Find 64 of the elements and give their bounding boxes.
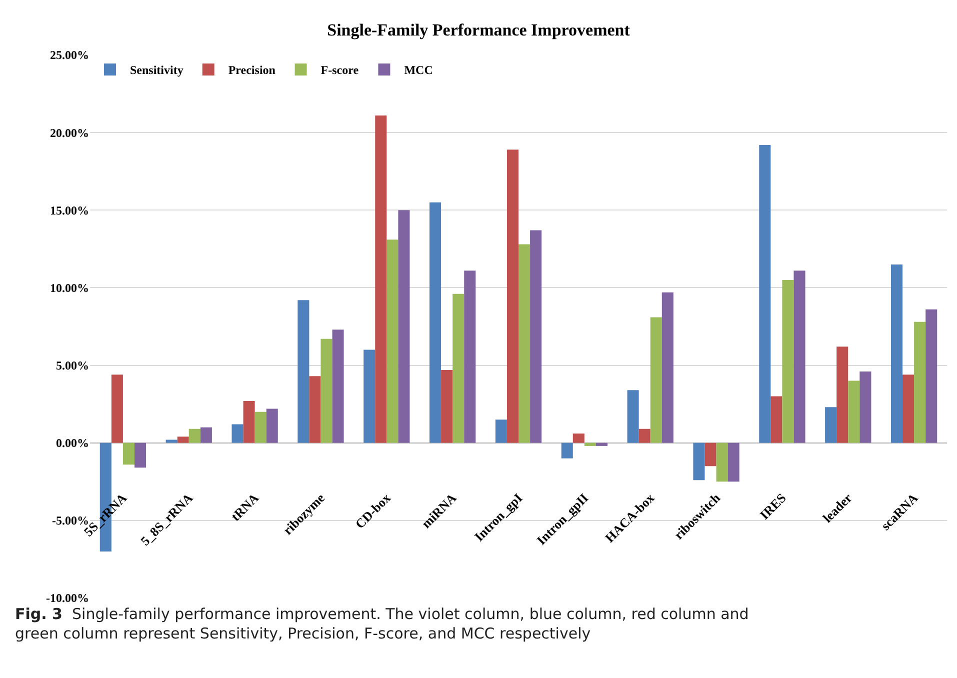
bar <box>441 370 453 443</box>
bar <box>728 442 740 482</box>
bar <box>464 270 476 443</box>
bar <box>298 300 310 443</box>
bar <box>254 412 266 443</box>
bar <box>638 428 650 443</box>
bar <box>584 442 596 446</box>
bar <box>320 338 332 443</box>
bar <box>518 244 530 443</box>
bar <box>662 292 674 443</box>
y-tick-label: 0.00% <box>56 436 89 450</box>
bar <box>704 442 716 466</box>
bar <box>386 240 398 443</box>
bar <box>770 396 782 443</box>
y-tick-label: 15.00% <box>50 203 89 218</box>
bar <box>375 116 387 443</box>
bar <box>177 436 189 443</box>
bar <box>398 210 410 443</box>
bar <box>860 371 872 443</box>
bar <box>902 374 914 443</box>
legend-label: MCC <box>404 63 433 78</box>
bar <box>530 230 542 443</box>
bar <box>430 202 442 443</box>
bar <box>825 407 837 443</box>
y-tick-label: 5.00% <box>56 358 89 372</box>
bar <box>266 408 278 443</box>
bar <box>332 330 344 443</box>
bar <box>572 434 584 443</box>
legend-label: F-score <box>320 63 360 78</box>
y-tick-label: 10.00% <box>50 280 89 295</box>
bar <box>759 144 771 443</box>
bar <box>926 309 938 443</box>
bar <box>693 442 705 480</box>
y-tick-label: 20.00% <box>50 126 89 140</box>
y-tick-label: 25.00% <box>50 48 89 62</box>
bar <box>848 380 860 443</box>
bar <box>890 264 902 443</box>
bar <box>232 424 244 443</box>
bar <box>506 150 518 443</box>
bar <box>836 346 848 443</box>
bar <box>122 442 134 465</box>
bar <box>452 294 464 443</box>
legend-label: Precision <box>228 63 276 78</box>
bar <box>716 442 728 482</box>
bar <box>650 317 662 443</box>
bar <box>914 322 926 443</box>
bar <box>200 427 212 443</box>
bar <box>111 374 123 443</box>
bar <box>794 270 806 443</box>
bar <box>596 442 608 446</box>
bar <box>188 428 200 443</box>
bar <box>309 376 321 443</box>
text: Fig. 3 Single-family performance improvement. The violet column, blue column, red column and green column represent Sensitivity, Precision, F-score, and MCC respectively <box>15 605 749 642</box>
bar <box>495 420 507 443</box>
legend-label: Sensitivity <box>130 63 184 78</box>
bar <box>561 442 573 458</box>
y-tick-label: -10.00% <box>46 591 89 606</box>
bar <box>627 390 639 443</box>
bar <box>782 280 794 443</box>
bar <box>243 400 255 443</box>
bar <box>166 440 178 443</box>
bar <box>134 442 146 468</box>
chart-title: Single-Family Performance Improvement <box>327 20 630 40</box>
bar <box>364 350 376 443</box>
